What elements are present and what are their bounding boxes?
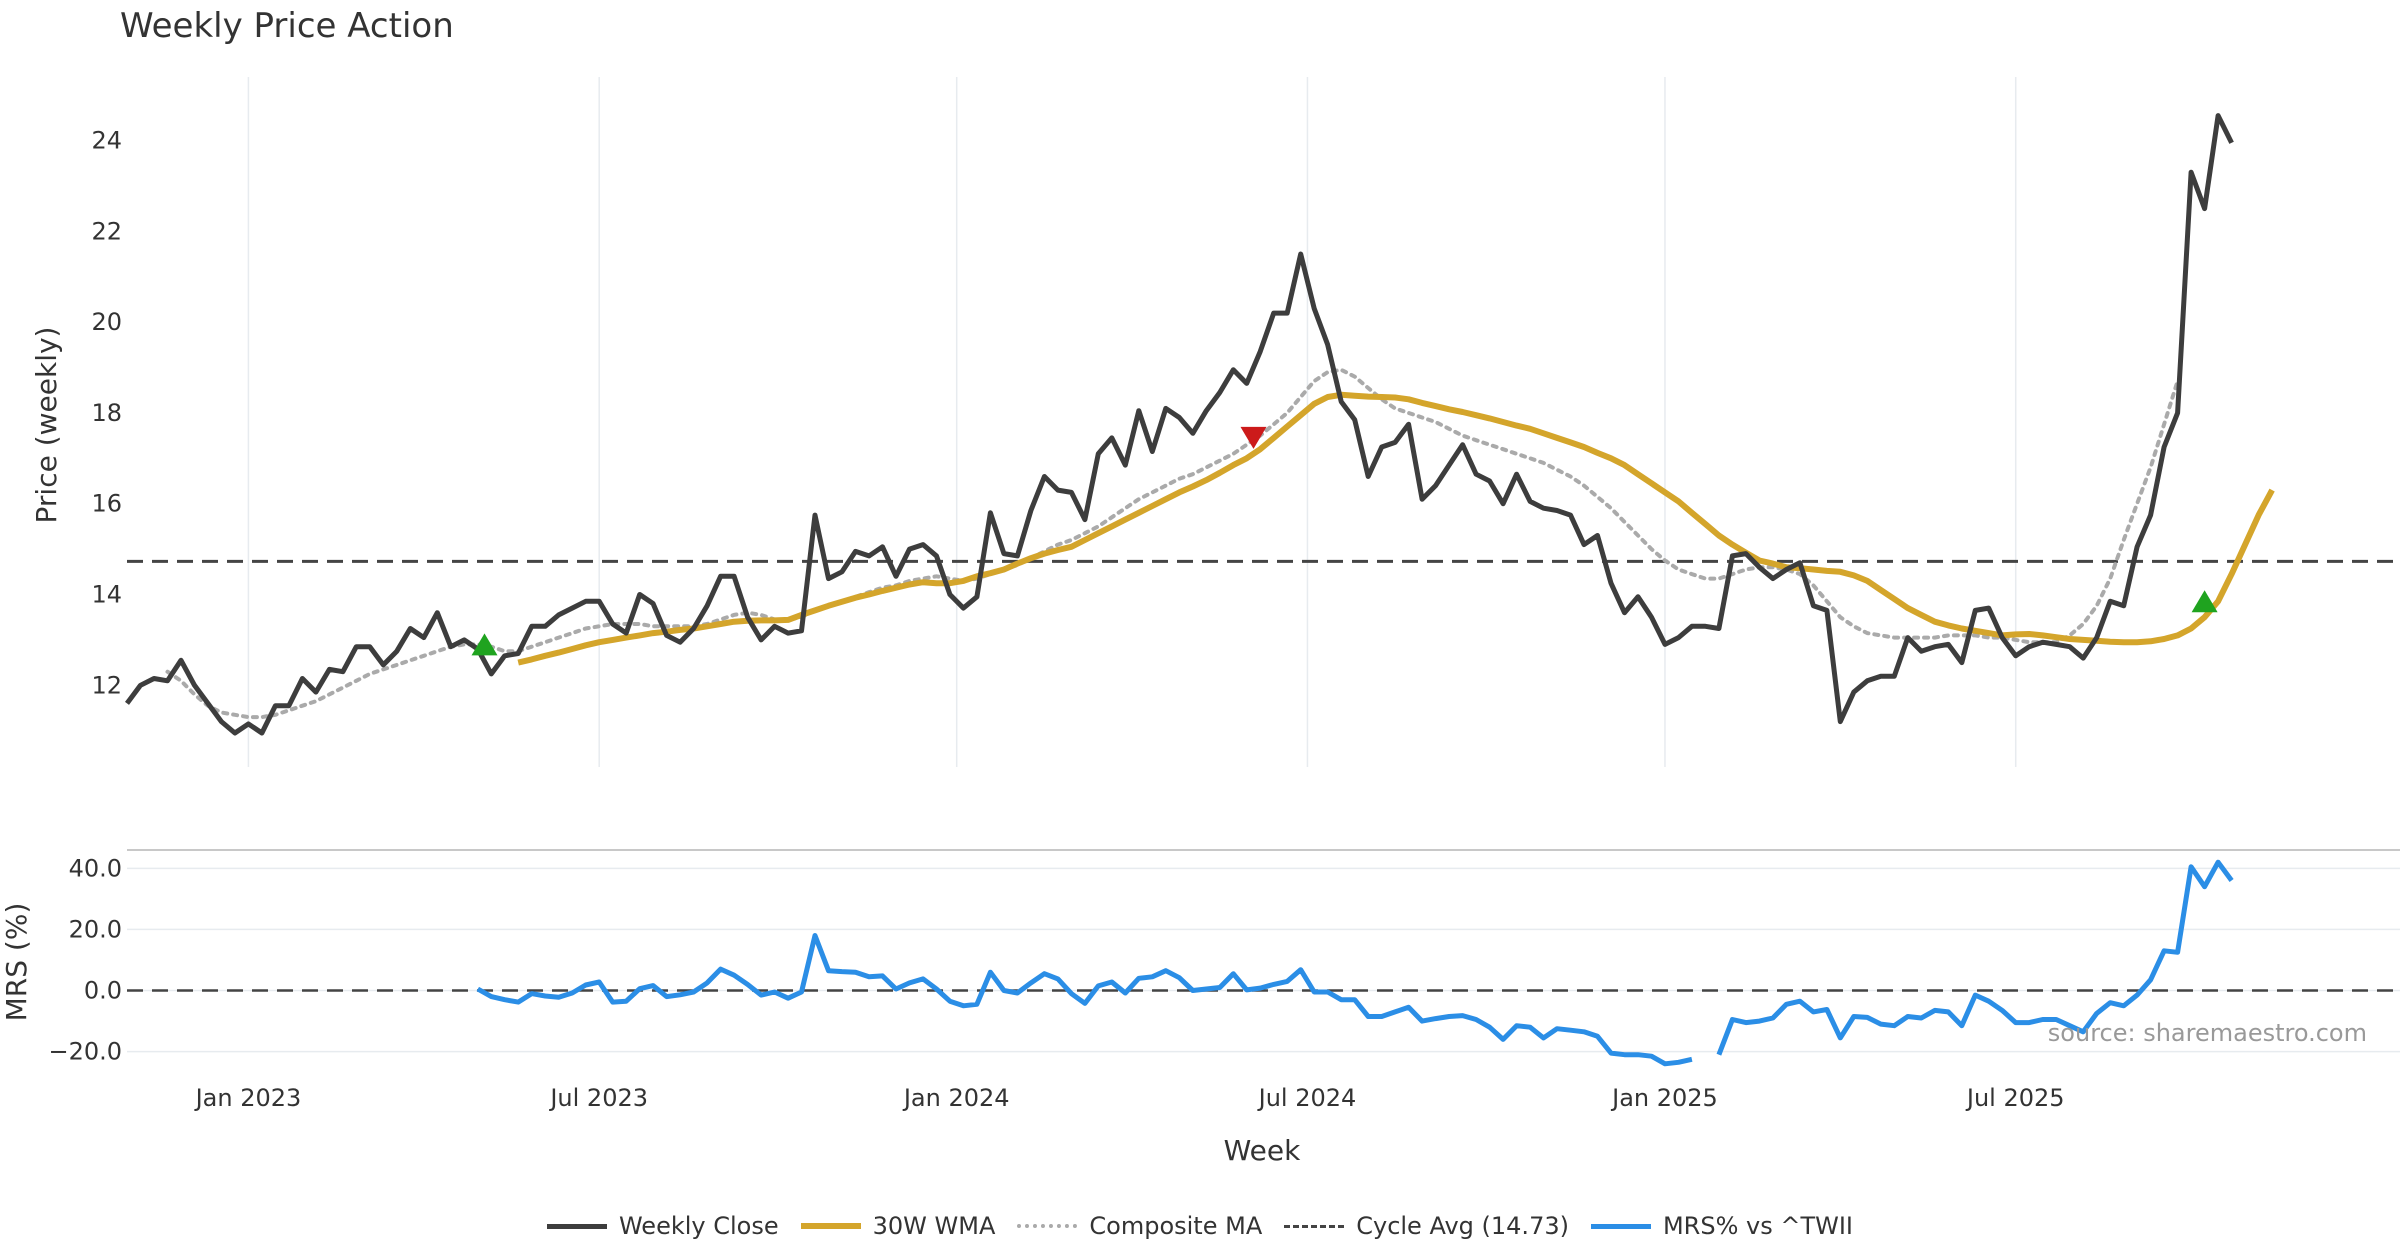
legend-label-wma: 30W WMA — [872, 1212, 996, 1240]
x-tick-label: Jul 2023 — [548, 1084, 648, 1112]
price-y-tick-label: 22 — [91, 217, 122, 245]
weekly-close-line — [124, 113, 2234, 736]
x-tick-label: Jan 2023 — [194, 1084, 302, 1112]
legend-item-wma[interactable]: 30W WMA — [800, 1212, 996, 1240]
wma-30w-line — [517, 391, 2275, 666]
mrs-y-tick-label: 20.0 — [69, 915, 122, 943]
legend-swatch-cycle — [1284, 1224, 1345, 1228]
legend-item-cycle[interactable]: Cycle Avg (14.73) — [1284, 1212, 1569, 1240]
legend-swatch-close — [546, 1223, 607, 1229]
legend-swatch-composite — [1017, 1224, 1078, 1228]
legend-item-mrs[interactable]: MRS% vs ^TWII — [1590, 1212, 1854, 1240]
mrs-panel — [127, 859, 2400, 1067]
legend-item-close[interactable]: Weekly Close — [546, 1212, 779, 1240]
price-y-tick-label: 12 — [91, 671, 122, 699]
price-y-tick-label: 24 — [91, 127, 122, 155]
x-tick-label: Jan 2024 — [902, 1084, 1010, 1112]
mrs-y-tick-label: 0.0 — [84, 977, 122, 1005]
x-axis-label: Week — [1224, 1134, 1301, 1167]
legend: Weekly Close 30W WMA Composite MA Cycle … — [0, 1212, 2400, 1240]
mrs-y-tick-label: 40.0 — [69, 854, 122, 882]
x-tick-label: Jan 2025 — [1610, 1084, 1718, 1112]
mrs-y-tick-label: −20.0 — [48, 1038, 122, 1066]
legend-swatch-wma — [800, 1223, 861, 1229]
buy-signal-marker — [471, 633, 498, 656]
legend-label-cycle: Cycle Avg (14.73) — [1356, 1212, 1569, 1240]
x-tick-label: Jul 2024 — [1257, 1084, 1357, 1112]
price-y-tick-label: 16 — [91, 490, 122, 518]
grid-layer — [127, 77, 2400, 1053]
mrs-line — [476, 859, 2234, 1067]
source-note: source: sharemaestro.com — [2047, 1019, 2367, 1047]
x-tick-label: Jul 2025 — [1965, 1084, 2065, 1112]
price-y-axis-label: Price (weekly) — [30, 327, 63, 524]
price-panel — [124, 113, 2400, 736]
legend-label-mrs: MRS% vs ^TWII — [1662, 1212, 1854, 1240]
legend-item-composite[interactable]: Composite MA — [1017, 1212, 1262, 1240]
price-y-tick-label: 20 — [91, 308, 122, 336]
legend-label-close: Weekly Close — [618, 1212, 779, 1240]
sell-signal-marker — [1240, 426, 1267, 449]
composite-ma-line — [165, 367, 2180, 720]
buy-signal-marker — [2191, 590, 2218, 613]
mrs-y-axis-label: MRS (%) — [0, 903, 33, 1022]
legend-swatch-mrs — [1590, 1223, 1651, 1229]
axis-layer: Jan 2023 Jul 2023 Jan 2024 Jul 2024 Jan 2025… — [0, 127, 2065, 1167]
price-y-tick-label: 14 — [91, 581, 122, 609]
price-y-tick-label: 18 — [91, 399, 122, 427]
legend-label-composite: Composite MA — [1089, 1212, 1263, 1240]
chart-title: Weekly Price Action — [120, 6, 454, 46]
